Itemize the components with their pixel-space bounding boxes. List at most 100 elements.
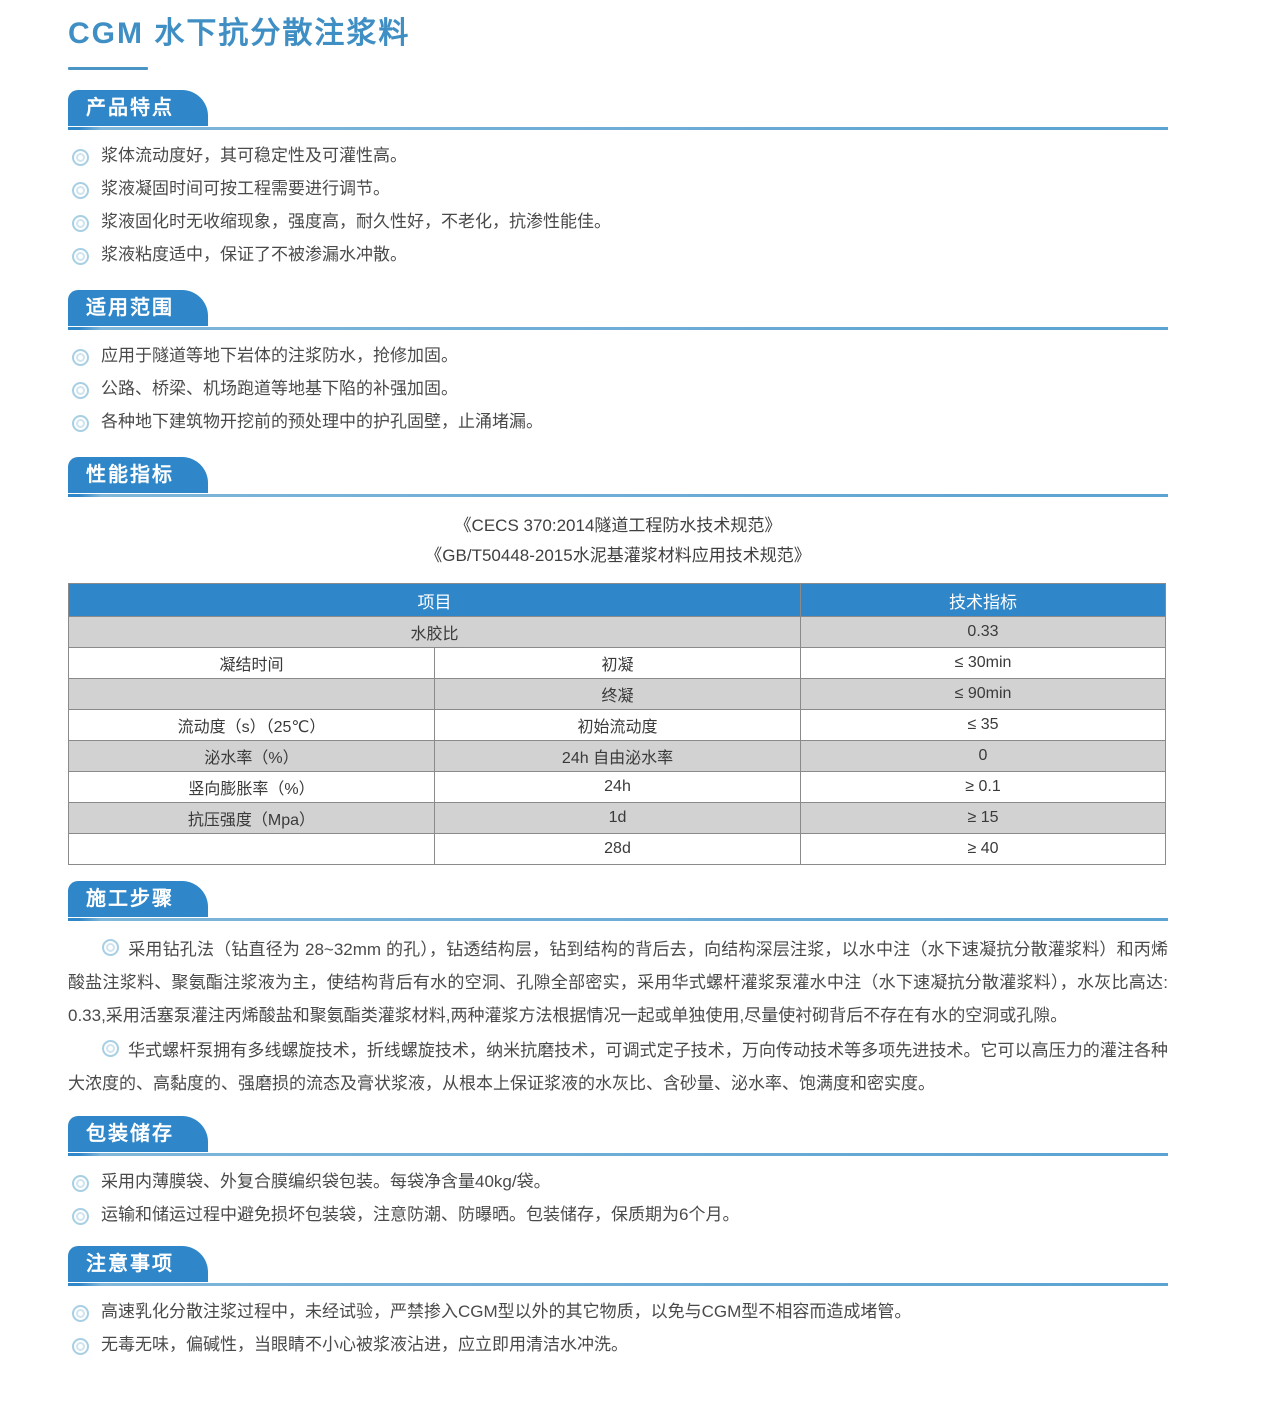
cell-value: ≤ 90min <box>800 678 1166 710</box>
section-features: 产品特点 浆体流动度好，其可稳定性及可灌性高。 浆液凝固时间可按工程需要进行调节… <box>0 90 1280 270</box>
cell-sub: 终凝 <box>434 678 801 710</box>
paragraph-text: 采用钻孔法（钻直径为 28~32mm 的孔），钻透结构层，钻到结构的背后去，向结… <box>68 940 1168 1025</box>
scope-list: 应用于隧道等地下岩体的注浆防水，抢修加固。 公路、桥梁、机场跑道等地基下陷的补强… <box>68 340 1168 437</box>
cell-sub: 28d <box>434 833 801 865</box>
list-item-label: 公路、桥梁、机场跑道等地基下陷的补强加固。 <box>101 379 458 398</box>
section-tab-performance: 性能指标 <box>68 457 208 493</box>
list-item: 浆液固化时无收缩现象，强度高，耐久性好，不老化，抗渗性能佳。 <box>68 206 1168 237</box>
ring-bullet-icon <box>72 248 89 265</box>
cell-item: 流动度（s）（25℃） <box>68 709 435 741</box>
list-item-label: 浆液固化时无收缩现象，强度高，耐久性好，不老化，抗渗性能佳。 <box>101 212 611 231</box>
list-item-label: 浆体流动度好，其可稳定性及可灌性高。 <box>101 146 407 165</box>
cell-value: 0 <box>800 740 1166 772</box>
section-header-scope: 适用范围 <box>68 290 1168 330</box>
page-title: CGM 水下抗分散注浆料 <box>68 17 411 50</box>
cell-item: 抗压强度（Mpa） <box>68 802 435 834</box>
section-tab-steps: 施工步骤 <box>68 881 208 917</box>
table-row: 水胶比 0.33 <box>68 616 1166 648</box>
page-header: CGM 水下抗分散注浆料 <box>0 0 1280 70</box>
section-scope: 适用范围 应用于隧道等地下岩体的注浆防水，抢修加固。 公路、桥梁、机场跑道等地基… <box>0 290 1280 437</box>
notes-list: 高速乳化分散注浆过程中，未经试验，严禁掺入CGM型以外的其它物质，以免与CGM型… <box>68 1296 1168 1360</box>
section-divider <box>68 1283 1168 1286</box>
ring-bullet-icon <box>72 182 89 199</box>
section-header-performance: 性能指标 <box>68 457 1168 497</box>
cell-sub: 初凝 <box>434 647 801 679</box>
standard-reference: 《CECS 370:2014隧道工程防水技术规范》 <box>454 516 782 535</box>
paragraph: 华式螺杆泵拥有多线螺旋技术，折线螺旋技术，纳米抗磨技术，可调式定子技术，万向传动… <box>68 1034 1168 1100</box>
list-item-label: 高速乳化分散注浆过程中，未经试验，严禁掺入CGM型以外的其它物质，以免与CGM型… <box>101 1302 912 1321</box>
title-underline <box>68 67 148 70</box>
list-item: 浆体流动度好，其可稳定性及可灌性高。 <box>68 140 1168 171</box>
paragraph-text: 华式螺杆泵拥有多线螺旋技术，折线螺旋技术，纳米抗磨技术，可调式定子技术，万向传动… <box>68 1041 1168 1093</box>
ring-bullet-icon <box>72 1175 89 1192</box>
section-tab-notes: 注意事项 <box>68 1246 208 1282</box>
spec-table-head: 项目 技术指标 <box>68 583 1166 617</box>
section-divider <box>68 494 1168 497</box>
list-item-label: 浆液凝固时间可按工程需要进行调节。 <box>101 179 390 198</box>
table-row: 泌水率（%） 24h 自由泌水率 0 <box>68 740 1166 772</box>
section-header-packaging: 包装储存 <box>68 1116 1168 1156</box>
cell-value: ≥ 0.1 <box>800 771 1166 803</box>
list-item-label: 无毒无味，偏碱性，当眼睛不小心被浆液沾进，应立即用清洁水冲洗。 <box>101 1335 628 1354</box>
packaging-list: 采用内薄膜袋、外复合膜编织袋包装。每袋净含量40kg/袋。 运输和储运过程中避免… <box>68 1166 1168 1230</box>
section-tab-features: 产品特点 <box>68 90 208 126</box>
list-item: 应用于隧道等地下岩体的注浆防水，抢修加固。 <box>68 340 1168 371</box>
section-performance: 性能指标 《CECS 370:2014隧道工程防水技术规范》 《GB/T5044… <box>0 457 1280 865</box>
column-header-item: 项目 <box>68 583 801 617</box>
ring-bullet-icon <box>72 1338 89 1355</box>
section-tab-packaging: 包装储存 <box>68 1116 208 1152</box>
ring-bullet-icon <box>102 939 119 956</box>
list-item-label: 采用内薄膜袋、外复合膜编织袋包装。每袋净含量40kg/袋。 <box>101 1172 551 1191</box>
ring-bullet-icon <box>72 415 89 432</box>
list-item: 采用内薄膜袋、外复合膜编织袋包装。每袋净含量40kg/袋。 <box>68 1166 1168 1197</box>
section-steps: 施工步骤 采用钻孔法（钻直径为 28~32mm 的孔），钻透结构层，钻到结构的背… <box>0 881 1280 1100</box>
ring-bullet-icon <box>102 1040 119 1057</box>
cell-value: ≤ 30min <box>800 647 1166 679</box>
table-row: 抗压强度（Mpa） 1d ≥ 15 <box>68 802 1166 834</box>
spec-table-body: 水胶比 0.33 凝结时间 初凝 ≤ 30min 终凝 ≤ 90min 流动度（… <box>68 616 1166 865</box>
section-header-notes: 注意事项 <box>68 1246 1168 1286</box>
cell-value: ≥ 15 <box>800 802 1166 834</box>
features-list: 浆体流动度好，其可稳定性及可灌性高。 浆液凝固时间可按工程需要进行调节。 浆液固… <box>68 140 1168 270</box>
cell-sub: 24h <box>434 771 801 803</box>
list-item-label: 浆液粘度适中，保证了不被渗漏水冲散。 <box>101 245 407 264</box>
ring-bullet-icon <box>72 349 89 366</box>
table-row: 竖向膨胀率（%） 24h ≥ 0.1 <box>68 771 1166 803</box>
list-item-label: 应用于隧道等地下岩体的注浆防水，抢修加固。 <box>101 346 458 365</box>
section-notes: 注意事项 高速乳化分散注浆过程中，未经试验，严禁掺入CGM型以外的其它物质，以免… <box>0 1246 1280 1360</box>
cell-item <box>68 678 435 710</box>
standards-block: 《CECS 370:2014隧道工程防水技术规范》 《GB/T50448-201… <box>68 511 1168 571</box>
list-item: 浆液凝固时间可按工程需要进行调节。 <box>68 173 1168 204</box>
table-row: 28d ≥ 40 <box>68 833 1166 865</box>
ring-bullet-icon <box>72 215 89 232</box>
section-divider <box>68 918 1168 921</box>
ring-bullet-icon <box>72 1305 89 1322</box>
table-row: 流动度（s）（25℃） 初始流动度 ≤ 35 <box>68 709 1166 741</box>
section-divider <box>68 127 1168 130</box>
section-packaging: 包装储存 采用内薄膜袋、外复合膜编织袋包装。每袋净含量40kg/袋。 运输和储运… <box>0 1116 1280 1230</box>
ring-bullet-icon <box>72 149 89 166</box>
ring-bullet-icon <box>72 382 89 399</box>
list-item: 运输和储运过程中避免损坏包装袋，注意防潮、防曝晒。包装储存，保质期为6个月。 <box>68 1199 1168 1230</box>
section-divider <box>68 327 1168 330</box>
steps-paragraphs: 采用钻孔法（钻直径为 28~32mm 的孔），钻透结构层，钻到结构的背后去，向结… <box>68 933 1168 1100</box>
cell-value: 0.33 <box>800 616 1166 648</box>
list-item: 各种地下建筑物开挖前的预处理中的护孔固壁，止涌堵漏。 <box>68 406 1168 437</box>
section-tab-scope: 适用范围 <box>68 290 208 326</box>
section-header-features: 产品特点 <box>68 90 1168 130</box>
standard-reference: 《GB/T50448-2015水泥基灌浆材料应用技术规范》 <box>425 546 811 565</box>
section-divider <box>68 1153 1168 1156</box>
cell-item: 凝结时间 <box>68 647 435 679</box>
cell-value: ≥ 40 <box>800 833 1166 865</box>
list-item: 浆液粘度适中，保证了不被渗漏水冲散。 <box>68 239 1168 270</box>
list-item-label: 运输和储运过程中避免损坏包装袋，注意防潮、防曝晒。包装储存，保质期为6个月。 <box>101 1205 740 1224</box>
cell-item: 水胶比 <box>68 616 801 648</box>
cell-value: ≤ 35 <box>800 709 1166 741</box>
cell-item <box>68 833 435 865</box>
table-header-row: 项目 技术指标 <box>68 583 1166 617</box>
column-header-spec: 技术指标 <box>800 583 1166 617</box>
list-item: 公路、桥梁、机场跑道等地基下陷的补强加固。 <box>68 373 1168 404</box>
paragraph: 采用钻孔法（钻直径为 28~32mm 的孔），钻透结构层，钻到结构的背后去，向结… <box>68 933 1168 1032</box>
table-row: 终凝 ≤ 90min <box>68 678 1166 710</box>
cell-item: 泌水率（%） <box>68 740 435 772</box>
